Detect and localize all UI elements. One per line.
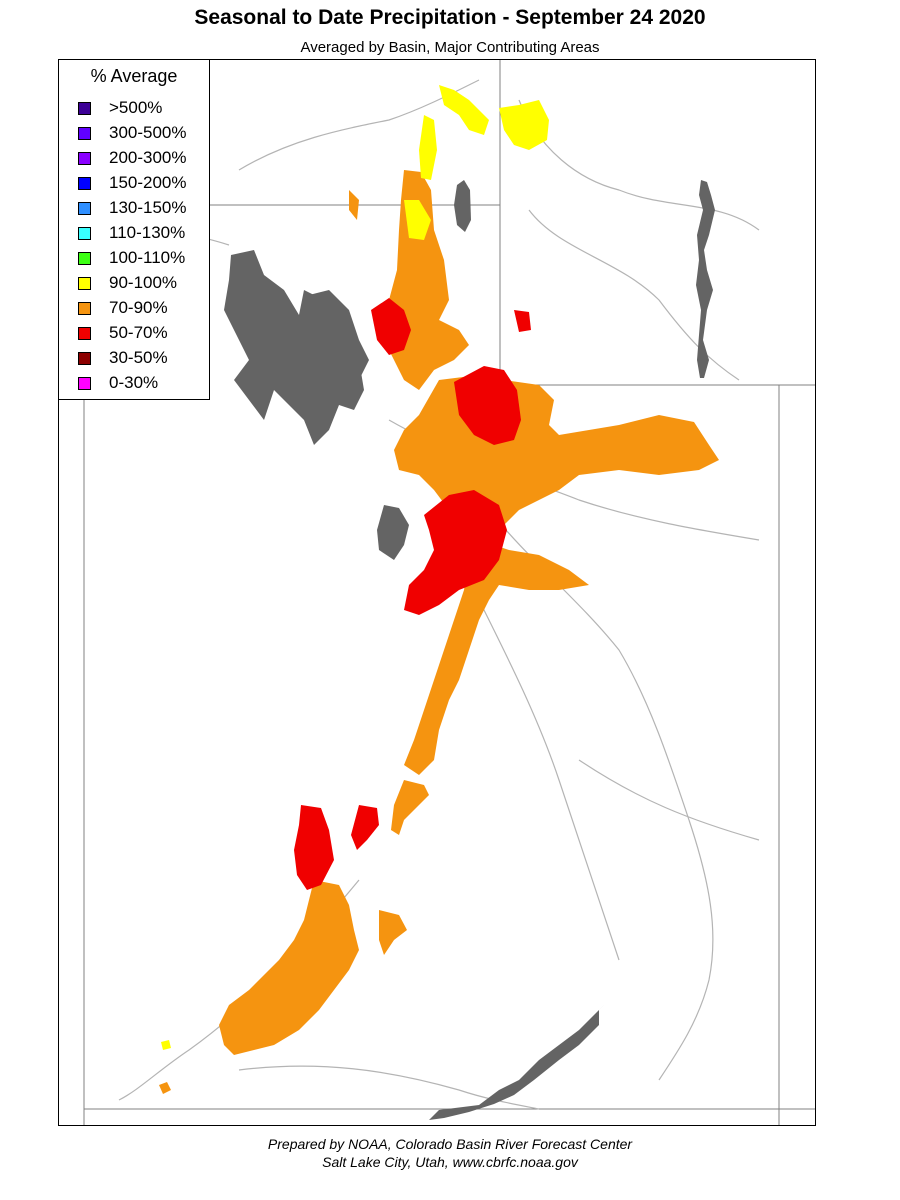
basin-region <box>351 805 379 850</box>
legend-swatch <box>78 276 91 290</box>
legend-title: % Average <box>90 66 178 86</box>
legend-label: >500% <box>109 98 163 117</box>
legend-label: 100-110% <box>109 248 186 267</box>
great-salt-lake <box>224 250 364 445</box>
legend-item: 70-90% <box>78 298 168 318</box>
credit-line-1: Prepared by NOAA, Colorado Basin River F… <box>267 1136 633 1152</box>
legend-swatch <box>78 176 91 190</box>
water-bodies <box>224 180 715 1120</box>
basins-90-100 <box>161 85 549 1050</box>
map-subtitle: Averaged by Basin, Major Contributing Ar… <box>300 39 600 56</box>
basin-region <box>294 805 334 890</box>
lake-powell <box>429 1005 604 1120</box>
basin-region <box>439 85 489 135</box>
map-title: Seasonal to Date Precipitation - Septemb… <box>194 6 706 29</box>
legend-item: 110-130% <box>78 223 185 243</box>
legend-label: 90-100% <box>109 273 178 292</box>
legend-label: 110-130% <box>109 223 186 242</box>
legend-swatch <box>78 301 91 315</box>
flaming-gorge-reservoir <box>696 180 715 378</box>
legend-label: 50-70% <box>109 323 168 342</box>
legend-swatch <box>78 101 91 115</box>
legend-item: 150-200% <box>78 173 187 193</box>
legend-label: 30-50% <box>109 348 168 367</box>
basin-region <box>379 910 407 955</box>
basin-region <box>161 1040 171 1050</box>
legend-swatch <box>78 351 91 365</box>
legend-item: 0-30% <box>78 373 158 393</box>
river <box>478 599 620 961</box>
map-canvas <box>83 60 815 1125</box>
state-borders <box>83 60 815 1125</box>
legend-swatch <box>78 376 91 390</box>
credit-line-2: Salt Lake City, Utah, www.cbrfc.noaa.gov <box>322 1154 578 1170</box>
basin-region <box>404 490 507 615</box>
basin-region <box>499 100 549 150</box>
legend-item: 100-110% <box>78 248 185 268</box>
legend-item: >500% <box>78 98 162 118</box>
precipitation-map <box>58 59 816 1126</box>
river <box>238 1065 540 1110</box>
river <box>528 209 740 381</box>
river <box>658 819 714 1081</box>
basin-region <box>419 115 437 180</box>
legend-swatch <box>78 201 91 215</box>
basin-region <box>219 880 359 1055</box>
basin-region <box>404 200 431 240</box>
legend-item: 300-500% <box>78 123 187 143</box>
basin-region <box>371 298 411 355</box>
legend: % Average >500% 300-500% 200-300% 150-20… <box>58 59 210 400</box>
credit-footer: Prepared by NOAA, Colorado Basin River F… <box>0 1135 900 1171</box>
basins-50-70 <box>294 298 531 890</box>
legend-item: 130-150% <box>78 198 187 218</box>
legend-item: 30-50% <box>78 348 168 368</box>
legend-swatch <box>78 151 91 165</box>
legend-item: 50-70% <box>78 323 168 343</box>
great-salt-lake-east-arm <box>309 290 369 380</box>
legend-item: 90-100% <box>78 273 177 293</box>
legend-swatch <box>78 251 91 265</box>
legend-label: 200-300% <box>109 148 187 167</box>
basin-region <box>391 780 429 835</box>
legend-item: 200-300% <box>78 148 187 168</box>
basin-region <box>159 1082 171 1094</box>
legend-label: 150-200% <box>109 173 187 192</box>
legend-swatch <box>78 126 91 140</box>
utah-lake <box>377 505 409 560</box>
legend-swatch <box>78 326 91 340</box>
basin-region <box>349 190 359 220</box>
legend-label: 70-90% <box>109 298 168 317</box>
river <box>518 99 760 231</box>
basin-region <box>454 366 521 445</box>
legend-label: 130-150% <box>109 198 187 217</box>
river <box>578 759 760 841</box>
basin-region <box>404 540 589 775</box>
basin-region <box>514 310 531 332</box>
legend-swatch <box>78 226 91 240</box>
bear-lake <box>454 180 471 232</box>
legend-label: 0-30% <box>109 373 159 392</box>
legend-label: 300-500% <box>109 123 187 142</box>
